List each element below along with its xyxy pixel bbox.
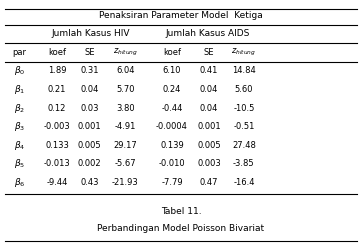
Text: 0.002: 0.002 [77,159,101,168]
Text: $\beta_5$: $\beta_5$ [14,157,25,170]
Text: 14.84: 14.84 [232,66,256,76]
Text: 0.04: 0.04 [80,85,98,94]
Text: -7.79: -7.79 [161,178,183,187]
Text: 0.04: 0.04 [200,85,218,94]
Text: 0.001: 0.001 [197,122,221,131]
Text: 0.24: 0.24 [163,85,181,94]
Text: $\beta_6$: $\beta_6$ [14,176,25,189]
Text: 5.70: 5.70 [116,85,135,94]
Text: 6.10: 6.10 [163,66,181,76]
Text: SE: SE [84,48,94,57]
Text: 29.17: 29.17 [113,140,137,149]
Text: $\beta_1$: $\beta_1$ [14,83,25,96]
Text: 0.005: 0.005 [77,140,101,149]
Text: -0.51: -0.51 [233,122,254,131]
Text: Jumlah Kasus AIDS: Jumlah Kasus AIDS [166,29,250,38]
Text: $z_{hitung}$: $z_{hitung}$ [231,47,256,58]
Text: -10.5: -10.5 [233,104,254,112]
Text: $z_{hitung}$: $z_{hitung}$ [113,47,138,58]
Text: 5.60: 5.60 [235,85,253,94]
Text: 0.04: 0.04 [200,104,218,112]
Text: $\beta_4$: $\beta_4$ [14,138,25,151]
Text: -21.93: -21.93 [112,178,139,187]
Text: 27.48: 27.48 [232,140,256,149]
Text: 0.133: 0.133 [45,140,69,149]
Text: 6.04: 6.04 [116,66,135,76]
Text: -0.44: -0.44 [161,104,183,112]
Text: 0.47: 0.47 [200,178,218,187]
Text: 0.005: 0.005 [197,140,221,149]
Text: koef: koef [163,48,181,57]
Text: -0.0004: -0.0004 [156,122,188,131]
Text: 0.139: 0.139 [160,140,184,149]
Text: 0.12: 0.12 [48,104,66,112]
Text: 3.80: 3.80 [116,104,135,112]
Text: $\beta_2$: $\beta_2$ [14,102,25,114]
Text: -0.013: -0.013 [44,159,71,168]
Text: 1.89: 1.89 [48,66,66,76]
Text: -5.67: -5.67 [114,159,136,168]
Text: Tabel 11.: Tabel 11. [161,207,201,216]
Text: -9.44: -9.44 [46,178,68,187]
Text: par: par [12,48,26,57]
Text: Penaksiran Parameter Model  Ketiga: Penaksiran Parameter Model Ketiga [99,11,263,20]
Text: -0.003: -0.003 [44,122,71,131]
Text: $\beta_0$: $\beta_0$ [14,64,25,78]
Text: 0.43: 0.43 [80,178,99,187]
Text: 0.03: 0.03 [80,104,99,112]
Text: koef: koef [48,48,66,57]
Text: $\beta_3$: $\beta_3$ [14,120,25,133]
Text: 0.001: 0.001 [77,122,101,131]
Text: Perbandingan Model Poisson Bivariat: Perbandingan Model Poisson Bivariat [97,224,265,233]
Text: -0.010: -0.010 [159,159,185,168]
Text: Jumlah Kasus HIV: Jumlah Kasus HIV [52,29,130,38]
Text: 0.31: 0.31 [80,66,99,76]
Text: -3.85: -3.85 [233,159,255,168]
Text: -16.4: -16.4 [233,178,254,187]
Text: -4.91: -4.91 [115,122,136,131]
Text: 0.21: 0.21 [48,85,66,94]
Text: SE: SE [204,48,214,57]
Text: 0.41: 0.41 [200,66,218,76]
Text: 0.003: 0.003 [197,159,221,168]
